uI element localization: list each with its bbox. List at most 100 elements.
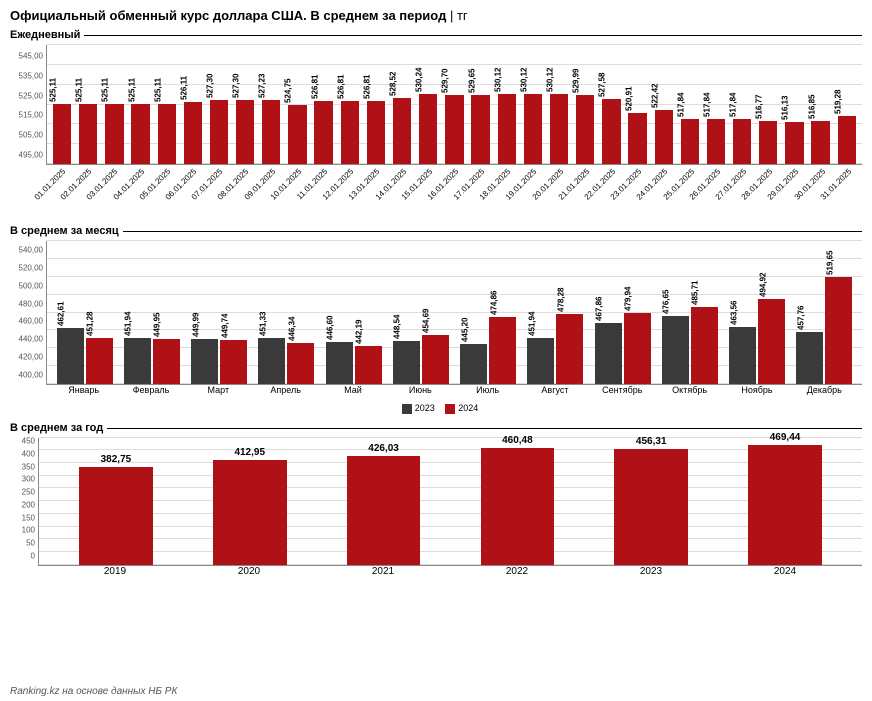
- bar: [210, 100, 228, 164]
- bar: [602, 99, 620, 164]
- bar-value-label: 519,28: [833, 89, 842, 113]
- year-bar: 382,75: [49, 438, 183, 565]
- y-tick-label: 525,00: [11, 91, 43, 100]
- bar: [79, 104, 97, 164]
- bar-value-label: 494,92: [758, 273, 767, 297]
- bar: [785, 122, 803, 164]
- y-tick-label: 150: [11, 513, 35, 522]
- bar: 474,86: [489, 317, 516, 384]
- bar-value-label: 448,54: [393, 314, 402, 338]
- bar-value-label: 517,84: [676, 92, 685, 116]
- monthly-chart: 400,00420,00440,00460,00480,00500,00520,…: [46, 241, 862, 401]
- x-tick-label: Октябрь: [656, 385, 723, 401]
- bar-value-label: 525,11: [49, 78, 58, 102]
- y-tick-label: 480,00: [11, 299, 43, 308]
- daily-bar: 526,81: [337, 45, 363, 164]
- daily-bar: 526,81: [311, 45, 337, 164]
- bar-value-label: 456,31: [636, 436, 667, 447]
- bar: 485,71: [691, 307, 718, 384]
- daily-bar: 525,11: [154, 45, 180, 164]
- bar-value-label: 522,42: [650, 83, 659, 107]
- bar-value-label: 526,11: [179, 76, 188, 100]
- yearly-title: В среднем за год: [10, 422, 862, 434]
- month-group: 451,94449,95: [118, 241, 185, 384]
- monthly-title: В среднем за месяц: [10, 225, 862, 237]
- bar-value-label: 442,19: [355, 320, 364, 344]
- y-tick-label: 545,00: [11, 51, 43, 60]
- bar: 476,65: [662, 316, 689, 385]
- month-group: 476,65485,71: [656, 241, 723, 384]
- y-tick-label: 350: [11, 462, 35, 471]
- daily-bar: 517,84: [677, 45, 703, 164]
- x-tick-label: Январь: [50, 385, 117, 401]
- bar-value-label: 516,13: [781, 96, 790, 120]
- x-tick-label: Ноябрь: [723, 385, 790, 401]
- bar: [105, 104, 123, 164]
- bar: [184, 102, 202, 164]
- daily-bar: 524,75: [284, 45, 310, 164]
- bar-value-label: 445,20: [460, 317, 469, 341]
- legend-swatch-2023: [402, 404, 412, 414]
- bar-value-label: 526,81: [336, 74, 345, 98]
- bar-value-label: 527,23: [258, 74, 267, 98]
- bar-value-label: 451,94: [527, 311, 536, 335]
- bar: 445,20: [460, 344, 487, 384]
- bar-value-label: 524,75: [284, 79, 293, 103]
- bar: 454,69: [422, 335, 449, 384]
- bar: 451,94: [124, 338, 151, 384]
- bar: [79, 467, 153, 564]
- bar-value-label: 516,85: [807, 94, 816, 118]
- bar-value-label: 530,12: [493, 68, 502, 92]
- y-tick-label: 100: [11, 526, 35, 535]
- bar: [481, 448, 555, 565]
- bar: [811, 121, 829, 164]
- bar: [314, 101, 332, 164]
- bar: [213, 460, 287, 565]
- y-tick-label: 535,00: [11, 71, 43, 80]
- y-tick-label: 450: [11, 437, 35, 446]
- y-tick-label: 200: [11, 500, 35, 509]
- bar: 519,65: [825, 277, 852, 384]
- bar: [681, 119, 699, 164]
- bar: [838, 116, 856, 164]
- bar-value-label: 529,65: [467, 69, 476, 93]
- month-group: 448,54 454,69: [387, 241, 454, 384]
- bar: [393, 98, 411, 164]
- month-group: 451,94478,28: [522, 241, 589, 384]
- bar: [367, 101, 385, 164]
- daily-bar: 525,11: [101, 45, 127, 164]
- daily-bar: 527,23: [258, 45, 284, 164]
- bar: [445, 95, 463, 164]
- y-tick-label: 300: [11, 475, 35, 484]
- bar-value-label: 446,34: [287, 316, 296, 340]
- daily-bar: 528,52: [389, 45, 415, 164]
- monthly-section: В среднем за месяц 400,00420,00440,00460…: [10, 225, 862, 414]
- bar: [759, 121, 777, 164]
- y-tick-label: 460,00: [11, 317, 43, 326]
- bar: [158, 104, 176, 164]
- year-bar: 469,44: [718, 438, 852, 565]
- daily-bar: 529,99: [572, 45, 598, 164]
- year-bar: 412,95: [183, 438, 317, 565]
- bar-value-label: 449,95: [153, 313, 162, 337]
- bar-value-label: 454,69: [422, 309, 431, 333]
- y-tick-label: 400: [11, 450, 35, 459]
- bar: [288, 105, 306, 164]
- month-group: 446,60442,19: [320, 241, 387, 384]
- daily-bar: 529,65: [468, 45, 494, 164]
- month-group: 451,33446,34: [253, 241, 320, 384]
- bar-value-label: 529,70: [441, 69, 450, 93]
- x-tick-label: 2024: [718, 566, 852, 582]
- month-group: 457,76519,65: [791, 241, 858, 384]
- bar-value-label: 449,74: [220, 313, 229, 337]
- bar-value-label: 527,30: [232, 73, 241, 97]
- bar: 446,60: [326, 342, 353, 384]
- bar: 462,61: [57, 328, 84, 384]
- bar: 457,76: [796, 332, 823, 384]
- daily-bar: 516,77: [755, 45, 781, 164]
- title-unit: | тг: [446, 8, 467, 23]
- bar-value-label: 527,58: [598, 73, 607, 97]
- x-tick-label: 2019: [48, 566, 182, 582]
- daily-bar: 517,84: [703, 45, 729, 164]
- bar: 494,92: [758, 299, 785, 384]
